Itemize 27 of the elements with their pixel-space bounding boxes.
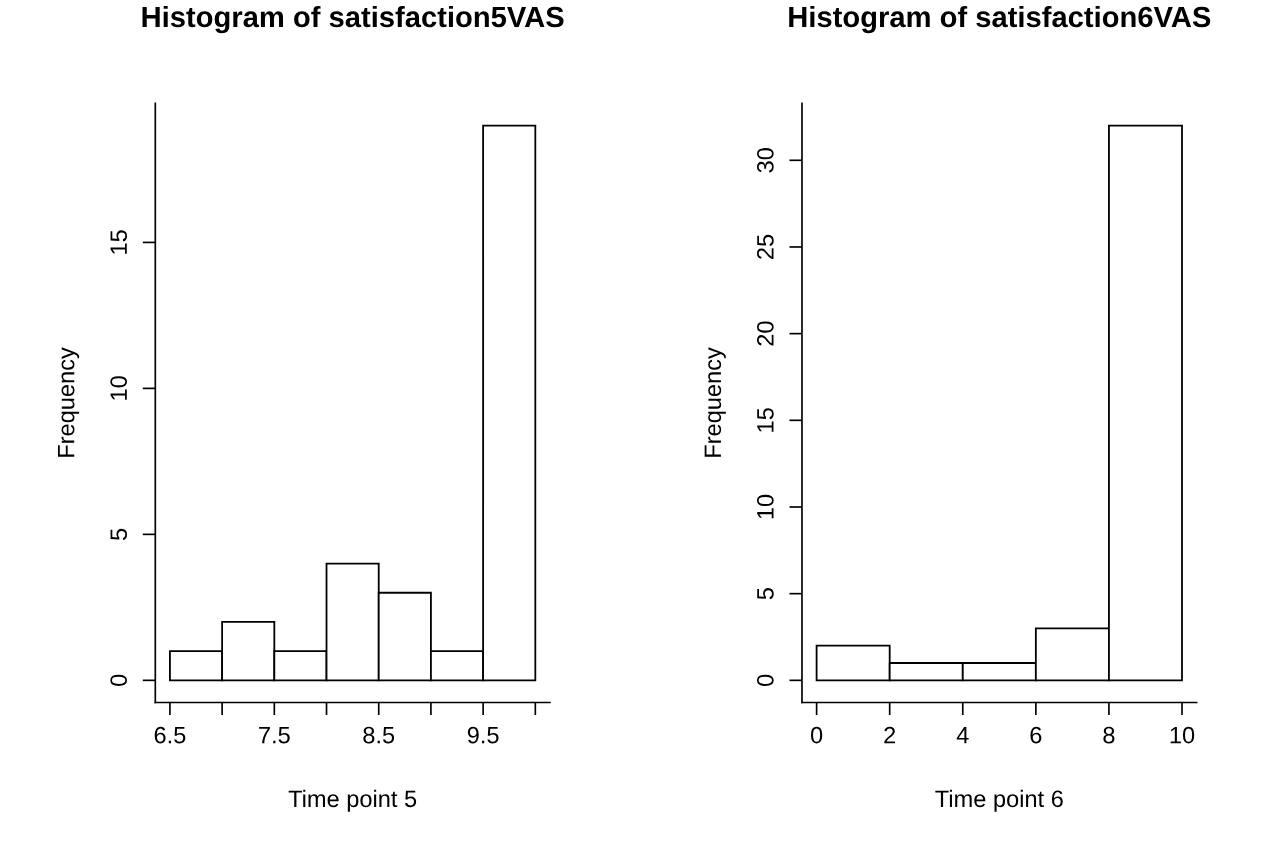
y-tick-label: 0 bbox=[110, 674, 128, 686]
y-axis-title: Frequency bbox=[57, 347, 80, 457]
y-tick-label: 5 bbox=[757, 588, 774, 600]
x-tick-label: 10 bbox=[1170, 726, 1195, 744]
y-axis-title: Frequency bbox=[704, 347, 726, 457]
y-tick-label: 20 bbox=[756, 321, 774, 346]
x-tick-label: 9.5 bbox=[467, 726, 499, 744]
chart-title: Histogram of satisfaction6VAS bbox=[789, 5, 1211, 34]
y-tick-label: 5 bbox=[110, 528, 128, 540]
y-tick-label: 10 bbox=[756, 494, 774, 519]
x-tick-label: 8.5 bbox=[363, 726, 395, 744]
y-tick-label: 25 bbox=[756, 234, 774, 259]
y-tick-label: 15 bbox=[757, 408, 774, 432]
x-axis-title: Time point 6 bbox=[935, 789, 1063, 812]
y-tick-label: 0 bbox=[756, 674, 774, 686]
y-tick-label: 10 bbox=[110, 376, 128, 400]
x-tick-label: 8 bbox=[1103, 726, 1115, 744]
chart-title: Histogram of satisfaction5VAS bbox=[142, 5, 564, 34]
x-tick-label: 2 bbox=[884, 726, 896, 744]
x-tick-label: 4 bbox=[956, 727, 969, 744]
x-tick-label: 6 bbox=[1030, 726, 1042, 744]
x-axis-title: Time point 5 bbox=[288, 789, 417, 812]
x-tick-label: 7.5 bbox=[259, 727, 290, 744]
y-tick-label: 30 bbox=[756, 148, 774, 173]
x-tick-label: 0 bbox=[810, 726, 823, 744]
y-tick-label: 15 bbox=[110, 230, 128, 254]
x-tick-label: 6.5 bbox=[154, 726, 186, 744]
